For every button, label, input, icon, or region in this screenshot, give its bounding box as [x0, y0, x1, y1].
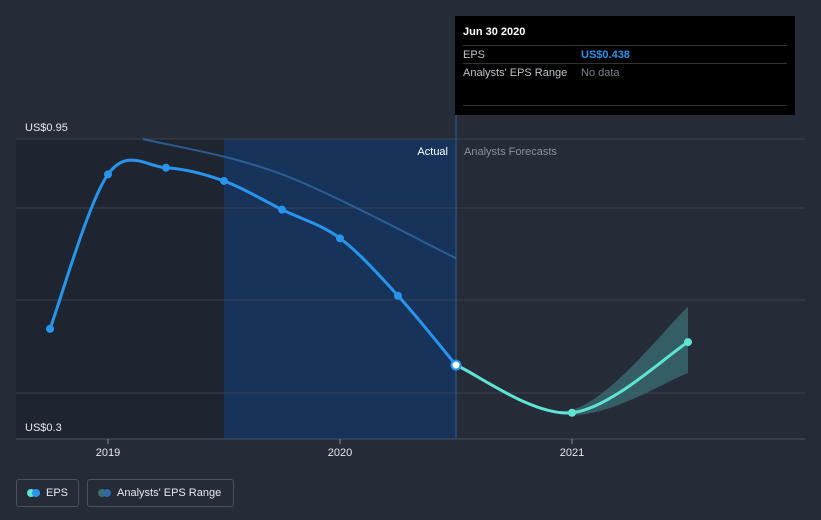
eps-point-current[interactable]: [450, 359, 462, 371]
y-axis-top-label: US$0.95: [25, 122, 68, 134]
tooltip-divider: [463, 105, 787, 106]
analysts-eps-range-band: [456, 306, 688, 415]
forecast-point[interactable]: [684, 338, 692, 347]
eps-point[interactable]: [278, 205, 286, 214]
tooltip-range-value: No data: [581, 66, 620, 79]
past-period-shade: [16, 139, 224, 439]
eps-point[interactable]: [104, 170, 112, 179]
analysts-forecasts-label: Analysts Forecasts: [464, 146, 557, 158]
y-axis-bottom-label: US$0.3: [25, 422, 62, 434]
eps-point[interactable]: [394, 291, 402, 300]
legend-eps-label: EPS: [46, 487, 69, 499]
tooltip-eps-row: EPS US$0.438: [463, 45, 787, 63]
x-tick-label: 2021: [560, 447, 584, 459]
eps-point[interactable]: [46, 324, 54, 333]
tooltip-eps-label: EPS: [463, 48, 486, 61]
tooltip-date: Jun 30 2020: [463, 26, 526, 38]
eps-point[interactable]: [162, 163, 170, 172]
highlighted-period: [224, 139, 456, 439]
x-tick-label: 2020: [328, 447, 352, 459]
eps-legend-icon: [27, 489, 40, 497]
x-tick-label: 2019: [96, 447, 120, 459]
legend-range-toggle[interactable]: Analysts' EPS Range: [87, 479, 234, 507]
tooltip-eps-value: US$0.438: [581, 48, 630, 61]
eps-point[interactable]: [220, 176, 228, 185]
forecast-point[interactable]: [568, 408, 576, 417]
actual-label: Actual: [417, 146, 448, 158]
previous-forecast-line: [142, 138, 457, 260]
x-axis-ticks: 2019 2020 2021: [96, 439, 584, 459]
eps-point[interactable]: [336, 234, 344, 243]
eps-points: [46, 163, 692, 417]
legend-eps-toggle[interactable]: EPS: [16, 479, 79, 507]
tooltip-range-row: Analysts' EPS Range No data: [463, 63, 787, 81]
legend-range-label: Analysts' EPS Range: [117, 487, 222, 499]
tooltip: Jun 30 2020 EPS US$0.438 Analysts' EPS R…: [455, 16, 795, 115]
range-legend-icon: [98, 489, 111, 497]
gridlines: [16, 138, 805, 440]
tooltip-range-label: Analysts' EPS Range: [463, 66, 568, 79]
